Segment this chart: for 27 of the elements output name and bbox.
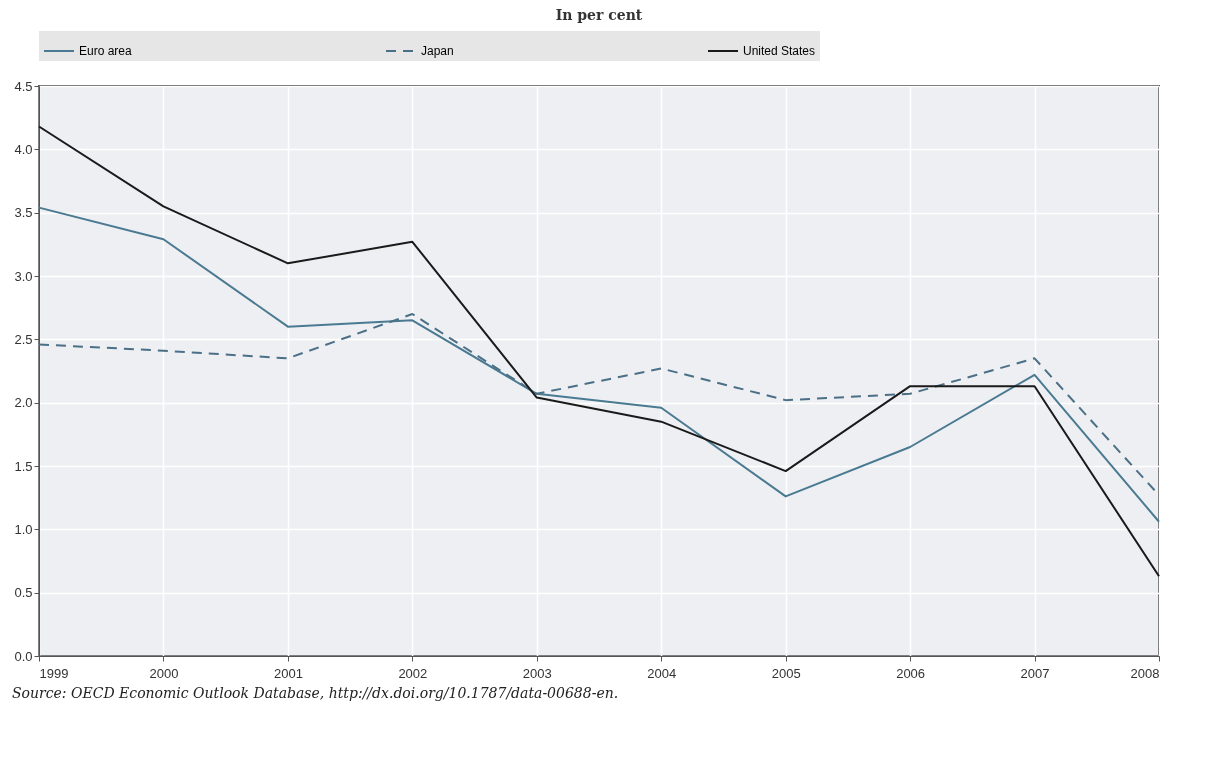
y-tick-label: 2.5	[14, 331, 33, 347]
y-tick-label: 1.0	[14, 521, 33, 537]
x-tick-label: 2001	[273, 665, 303, 681]
source-note: Source: OECD Economic Outlook Database, http://dx.doi.org/10.1787/data-00688-en.	[12, 685, 620, 701]
y-tick-label: 4.5	[14, 78, 33, 94]
y-tick-label: 4.0	[14, 141, 33, 157]
x-tick-label: 2003	[522, 665, 552, 681]
y-tick-label: 0.5	[14, 585, 33, 601]
y-tick-label: 3.5	[14, 205, 33, 221]
x-tick-label: 2000	[149, 665, 179, 681]
line-series	[38, 125, 1160, 578]
y-tick-label: 2.0	[14, 395, 33, 411]
legend-label: United States	[743, 44, 816, 58]
x-tick-label: 2006	[896, 665, 926, 681]
x-tick-label: 2008	[1130, 665, 1160, 681]
line-series	[38, 206, 1160, 523]
x-tick-label: 2002	[398, 665, 428, 681]
legend-label: Japan	[421, 44, 454, 58]
x-tick-label: 1999	[39, 665, 69, 681]
chart-title: In per cent	[555, 7, 643, 23]
x-tick-label: 2007	[1020, 665, 1050, 681]
x-tick-label: 2005	[771, 665, 801, 681]
y-tick-label: 1.5	[14, 458, 33, 474]
legend-label: Euro area	[79, 44, 133, 58]
y-tick-label: 3.0	[14, 268, 33, 284]
y-tick-label: 0.0	[14, 648, 33, 664]
x-tick-label: 2004	[647, 665, 677, 681]
